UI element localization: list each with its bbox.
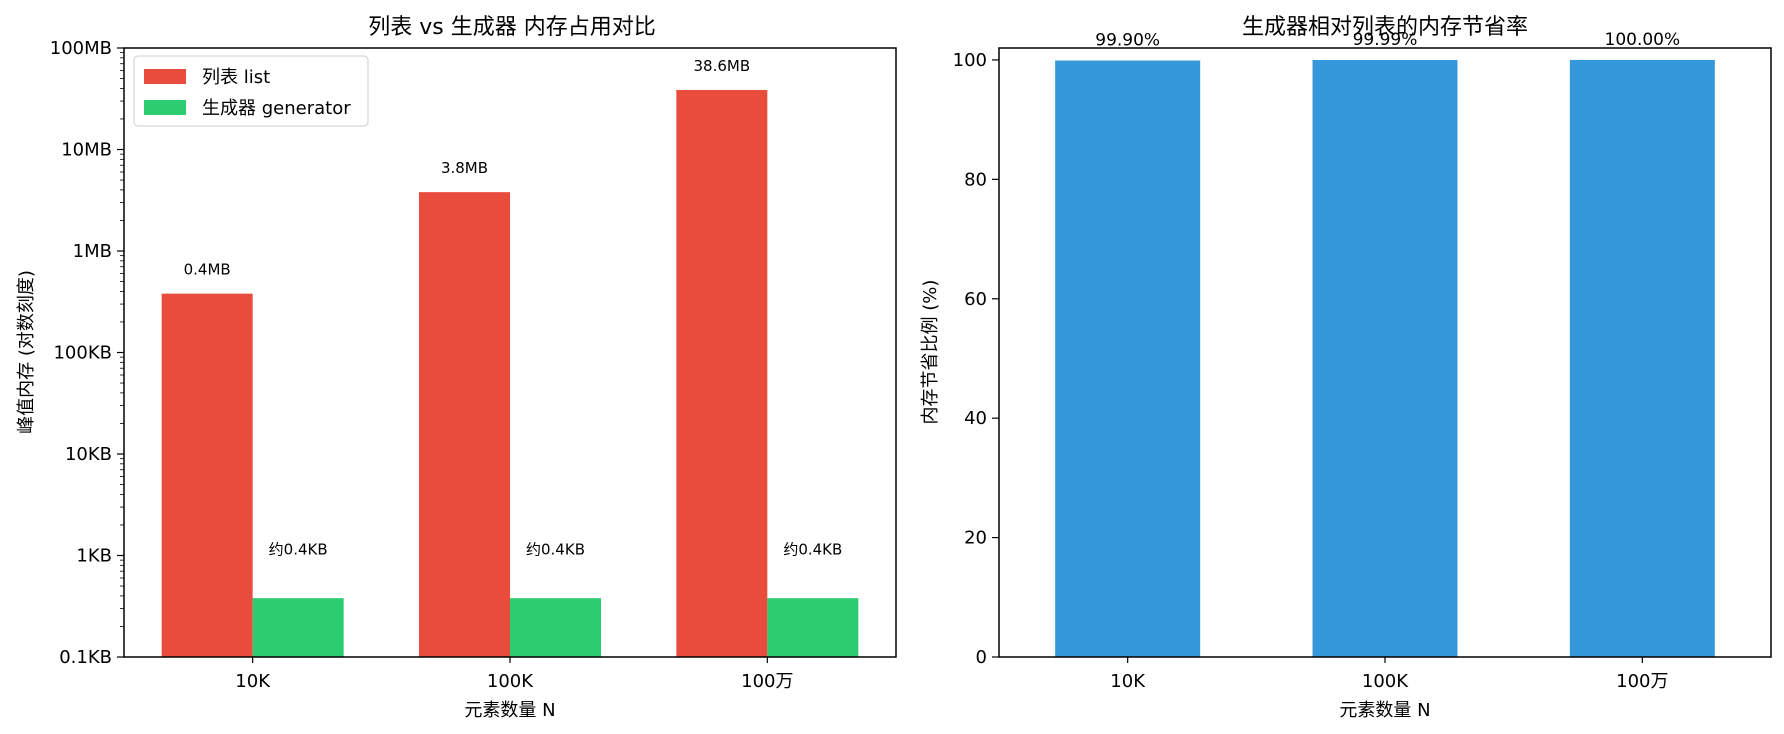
legend-label-list: 列表 list [202, 67, 270, 88]
data-label-saving-100K: 99.99% [1353, 30, 1418, 50]
right-bars: 99.90% 99.99% 100.00% [1055, 30, 1715, 658]
data-label-saving-100万: 100.00% [1605, 30, 1681, 50]
bar-generator-100万 [767, 598, 859, 657]
legend: 列表 list 生成器 generator [133, 55, 369, 127]
y-tick-label-80: 80 [964, 169, 987, 190]
legend-label-generator: 生成器 generator [202, 98, 351, 119]
y-tick-label-10MB: 10MB [61, 140, 112, 161]
data-label-saving-10K: 99.90% [1095, 31, 1160, 51]
data-label-generator-100K: 约0.4KB [526, 541, 585, 559]
right-x-ticks: 10K 100K 100万 [1110, 657, 1669, 692]
y-tick-label-100MB: 100MB [50, 38, 112, 59]
x-tick-label-100万: 100万 [741, 671, 793, 692]
x-tick-label-100K: 100K [1362, 671, 1409, 692]
y-tick-label-0.1KB: 0.1KB [59, 647, 112, 668]
right-y-axis-label: 内存节省比例 (%) [920, 280, 941, 425]
bar-list-100万 [676, 89, 768, 658]
bar-list-10K [161, 293, 253, 657]
x-tick-label-10K: 10K [1110, 671, 1146, 692]
y-tick-label-100KB: 100KB [53, 343, 112, 364]
bar-saving-100K [1312, 60, 1458, 658]
x-tick-label-10K: 10K [235, 671, 271, 692]
left-y-ticks: 0.1KB 1KB 10KB 100KB 1MB 10MB 100MB [50, 38, 124, 668]
right-chart-title: 生成器相对列表的内存节省率 [1242, 15, 1528, 40]
legend-box [133, 55, 369, 127]
right-chart: 生成器相对列表的内存节省率 99.90% 99.99% 100.00% 0 20 40 6… [920, 15, 1772, 721]
bar-list-100K [419, 192, 510, 657]
left-x-ticks: 10K 100K 100万 [235, 657, 794, 692]
legend-swatch-generator [144, 100, 186, 115]
data-label-list-100K: 3.8MB [441, 159, 488, 177]
y-tick-label-60: 60 [964, 289, 987, 310]
left-chart: 列表 vs 生成器 内存占用对比 0.4MB 约0.4KB 3.8MB 约0.4KB 3… [16, 15, 897, 721]
y-tick-label-1MB: 1MB [73, 241, 112, 262]
y-tick-label-0: 0 [976, 647, 987, 668]
x-tick-label-100万: 100万 [1616, 671, 1668, 692]
legend-swatch-list [144, 69, 186, 84]
bar-saving-100万 [1569, 59, 1715, 658]
data-label-generator-10K: 约0.4KB [269, 541, 328, 559]
bar-generator-10K [252, 598, 344, 657]
right-x-axis-label: 元素数量 N [1339, 700, 1430, 721]
left-chart-title: 列表 vs 生成器 内存占用对比 [368, 15, 655, 40]
data-label-generator-100万: 约0.4KB [783, 541, 842, 559]
data-label-list-10K: 0.4MB [184, 261, 231, 279]
bar-generator-100K [510, 598, 601, 657]
y-tick-label-40: 40 [964, 408, 987, 429]
y-tick-label-10KB: 10KB [65, 444, 112, 465]
y-tick-label-20: 20 [964, 528, 987, 549]
left-y-axis-label: 峰值内存 (对数刻度) [16, 270, 37, 434]
y-tick-label-100: 100 [953, 50, 987, 71]
data-label-list-100万: 38.6MB [694, 57, 751, 75]
x-tick-label-100K: 100K [487, 671, 534, 692]
right-y-ticks: 0 20 40 60 80 100 [953, 50, 999, 668]
left-bars: 0.4MB 约0.4KB 3.8MB 约0.4KB 38.6MB 约0.4KB [161, 57, 859, 658]
left-x-axis-label: 元素数量 N [464, 700, 555, 721]
y-tick-label-1KB: 1KB [76, 546, 112, 567]
bar-saving-10K [1055, 60, 1201, 658]
